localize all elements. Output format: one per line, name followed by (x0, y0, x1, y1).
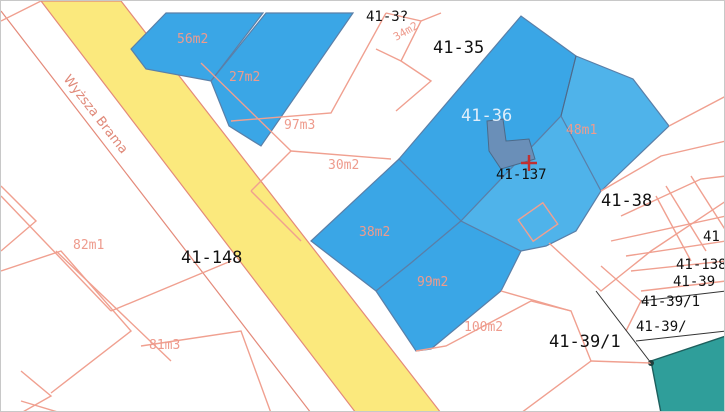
parcel-label-41-36: 41-36 (461, 106, 512, 126)
crosshair-icon[interactable] (521, 155, 537, 171)
area-label-97m3: 97m3 (284, 118, 315, 133)
area-label-99m2: 99m2 (417, 275, 448, 290)
area-label-48m1: 48m1 (566, 123, 597, 138)
parcel-label-41-148: 41-148 (181, 248, 242, 268)
area-label-81m3: 81m3 (149, 338, 180, 353)
parcel-label-41-edge: 41 (703, 229, 720, 245)
road-wyzsza-brama[interactable] (40, 1, 441, 412)
area-label-56m2: 56m2 (177, 32, 208, 47)
parcel-marker-square (517, 201, 559, 243)
parcel-label-41-35: 41-35 (433, 38, 484, 58)
building-27m2[interactable] (210, 12, 355, 147)
parcel-label-41-39-a: 41-39/ (636, 319, 687, 335)
parcel-label-41-137: 41-137 (496, 167, 547, 183)
parcel-label-top-cut: 41-3? (366, 9, 408, 25)
parcel-label-41-38: 41-38 (601, 191, 652, 211)
road-edge-line (1, 10, 311, 411)
parcel-label-41-39-1: 41-39/1 (549, 332, 621, 352)
area-label-30m2: 30m2 (328, 158, 359, 173)
area-label-100m2: 100m2 (464, 320, 503, 335)
building-marker-icon[interactable] (486, 118, 536, 170)
parcel-label-41-39-b: 41-39/1 (641, 294, 700, 310)
parcel-label-41-39-c: 41-39 (673, 274, 715, 290)
boundary-lines-dark (560, 55, 724, 364)
area-label-38m2: 38m2 (359, 225, 390, 240)
area-label-27m2: 27m2 (229, 70, 260, 85)
building-56m2[interactable] (130, 12, 265, 82)
area-teal[interactable] (650, 335, 725, 412)
parcel-label-41-138: 41-138 (676, 257, 725, 273)
area-label-82m1: 82m1 (73, 238, 104, 253)
